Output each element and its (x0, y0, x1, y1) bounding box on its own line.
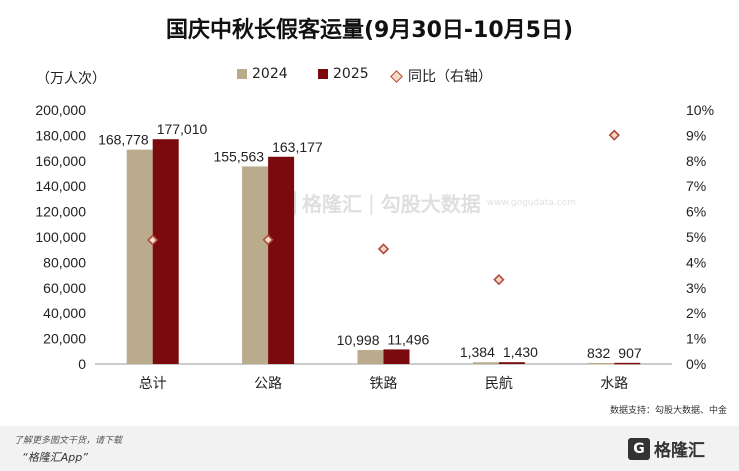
footer-logo: G 格隆汇 (628, 436, 705, 461)
source-note: 数据支持：勾股大数据、中金 (609, 406, 727, 416)
legend-item-2024: 2024 (237, 66, 288, 82)
yoy-point (147, 234, 159, 246)
footer-app-name: “格隆汇App” (22, 451, 88, 464)
y2-tick-label: 9% (686, 127, 706, 143)
y-tick-label: 40,000 (43, 305, 86, 321)
footer-note: 了解更多图文干货，请下载 (14, 436, 123, 446)
y-tick-label: 0 (78, 356, 86, 372)
bar-2025 (268, 156, 295, 364)
y-axis-label: （万人次） (36, 71, 106, 87)
yoy-point (608, 129, 620, 141)
data-label: 168,778 (98, 132, 149, 148)
footer-logo-text: 格隆汇 (654, 441, 705, 461)
x-tick-label: 水路 (600, 376, 628, 392)
bar-2024 (242, 166, 269, 364)
y2-tick-label: 1% (686, 331, 706, 347)
data-label: 155,563 (213, 148, 264, 164)
bar-2025 (614, 362, 641, 365)
watermark-name2: 勾股大数据 (380, 192, 481, 216)
chart-title: 国庆中秋长假客运量(9月30日-10月5日) (165, 18, 574, 43)
y-tick-label: 100,000 (35, 229, 86, 245)
yoy-point (377, 243, 390, 255)
watermark-name1: 格隆汇 (302, 192, 362, 216)
x-tick-label: 总计 (139, 376, 167, 392)
yoy-point (493, 274, 505, 286)
watermark-url: www.gogudata.com (486, 197, 576, 208)
y2-tick-label: 0% (686, 356, 706, 372)
data-label: 832 (587, 345, 611, 361)
x-tick-label: 公路 (254, 376, 282, 392)
chart-svg: 0 20,000 40,000 60,000 80,000 100,000 120,000 1… (35, 102, 714, 392)
y-tick-label: 120,000 (35, 204, 86, 220)
yoy-point (262, 234, 274, 246)
y2-tick-label: 3% (686, 280, 706, 296)
bar-2025 (152, 139, 179, 364)
legend-label-2024: 2024 (252, 66, 288, 82)
y2-tick-label: 5% (686, 229, 706, 245)
legend-item-2025: 2025 (318, 66, 369, 82)
y-tick-label: 140,000 (35, 178, 86, 194)
x-tick-label: 民航 (485, 376, 513, 392)
data-label: 1,384 (460, 344, 495, 360)
y2-tick-label: 10% (686, 102, 714, 118)
data-label: 907 (618, 345, 642, 361)
legend-swatch-2024 (237, 69, 247, 79)
bar-2025 (383, 349, 410, 364)
legend-label-2025: 2025 (333, 66, 369, 82)
bar-2024 (357, 350, 384, 364)
bar-2025 (498, 362, 525, 364)
chart-panel: 国庆中秋长假客运量(9月30日-10月5日) （万人次） 2024 2025 同… (0, 0, 739, 426)
y-tick-label: 160,000 (35, 153, 86, 169)
y2-tick-label: 4% (686, 254, 706, 270)
y-tick-label: 60,000 (43, 280, 86, 296)
y2-tick-label: 2% (686, 305, 706, 321)
y2-tick-label: 6% (686, 204, 706, 220)
y-tick-label: 180,000 (35, 127, 86, 143)
x-tick-label: 铁路 (370, 376, 398, 392)
y2-tick-label: 8% (686, 153, 706, 169)
data-label: 1,430 (503, 344, 538, 360)
y-tick-label: 80,000 (43, 254, 86, 270)
data-label: 11,496 (388, 331, 430, 347)
legend-swatch-2025 (318, 69, 328, 79)
data-label: 10,998 (337, 332, 380, 348)
y2-tick-label: 7% (686, 178, 706, 194)
bar-2024 (126, 149, 153, 364)
bar-2024 (588, 362, 615, 365)
y-tick-label: 200,000 (35, 102, 86, 118)
legend-item-yoy: 同比（右轴） (390, 66, 492, 86)
y-tick-label: 20,000 (43, 331, 86, 347)
legend-label-yoy: 同比（右轴） (408, 69, 492, 85)
data-label: 177,010 (157, 121, 208, 137)
data-label: 163,177 (272, 139, 323, 155)
logo-icon: G (628, 437, 650, 460)
bar-2024 (472, 362, 499, 364)
